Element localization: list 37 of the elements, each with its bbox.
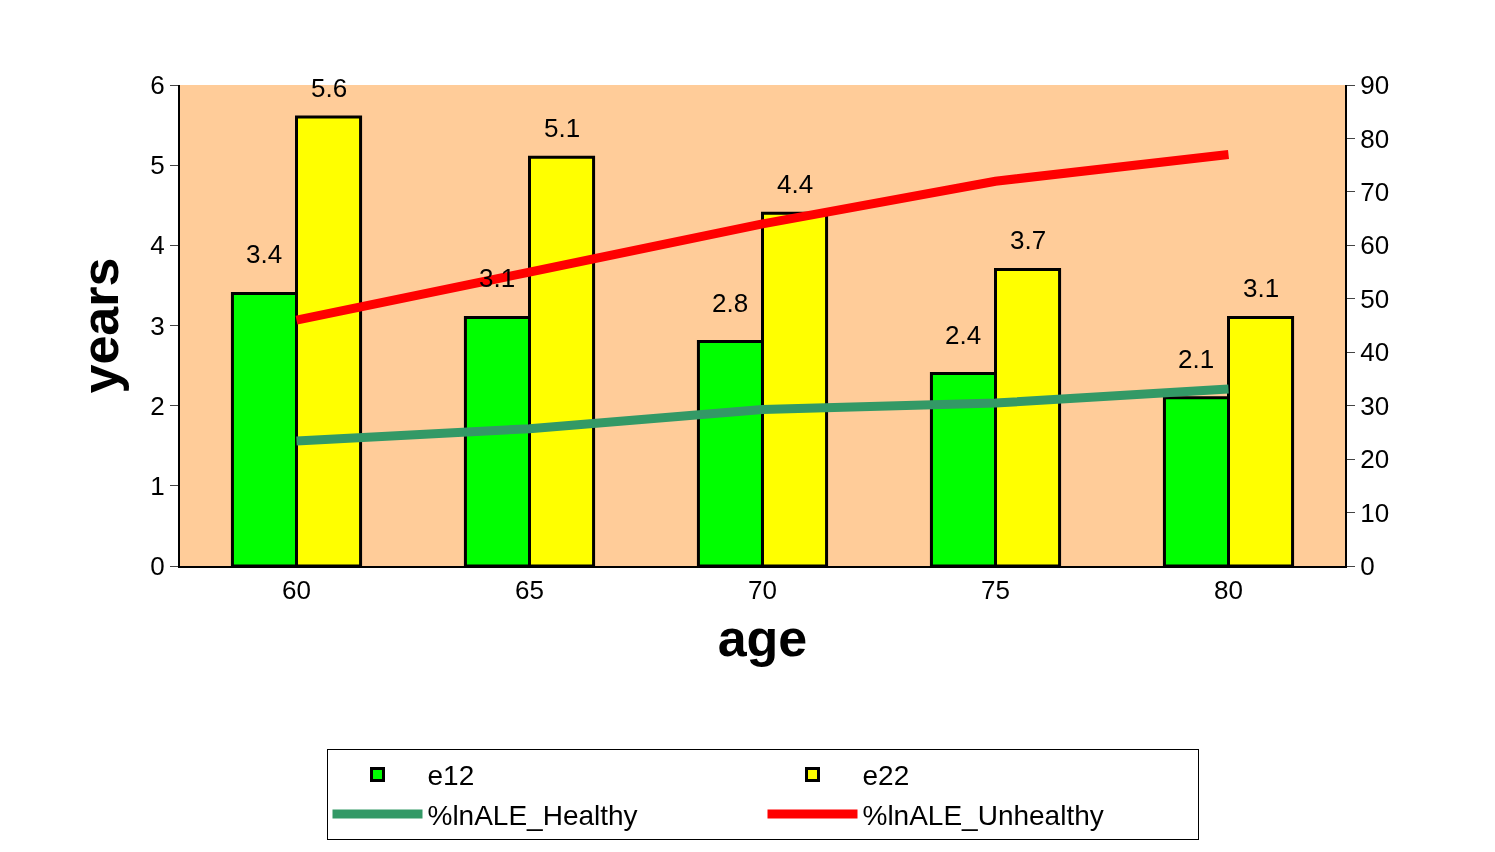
data-label: 5.6	[311, 73, 348, 103]
y-tick-label: 5	[150, 150, 165, 181]
y2-tick-label: 20	[1360, 444, 1390, 475]
legend-label: e12	[427, 760, 475, 792]
data-label: 2.8	[712, 288, 749, 318]
legend-label: %lnALE_Healthy	[427, 799, 638, 831]
y-tick-label: 1	[150, 470, 165, 501]
y2-tick-label: 80	[1360, 123, 1390, 154]
y2-tick-label: 50	[1360, 283, 1390, 314]
data-label: 3.1	[1243, 273, 1280, 303]
x-tick-label: 80	[1214, 575, 1243, 606]
y2-tick-label: 40	[1360, 337, 1390, 368]
data-label: 3.7	[1010, 225, 1047, 255]
x-axis-title: age	[717, 608, 808, 667]
data-label: 4.4	[777, 169, 814, 199]
y-tick-label: 3	[150, 310, 165, 341]
x-tick-label: 75	[981, 575, 1010, 606]
y-tick-label: 0	[150, 551, 165, 582]
legend-label: %lnALE_Unhealthy	[862, 799, 1104, 831]
y-axis-title: years	[71, 257, 130, 394]
x-tick-label: 65	[515, 575, 544, 606]
data-label: 2.4	[945, 320, 982, 350]
y2-tick-label: 70	[1360, 176, 1390, 207]
y-tick-label: 4	[150, 230, 165, 261]
y2-tick-label: 90	[1360, 70, 1390, 101]
y-tick-label: 6	[150, 70, 165, 101]
data-label: 5.1	[544, 113, 581, 143]
y2-tick-label: 30	[1360, 390, 1390, 421]
y2-tick-label: 10	[1360, 497, 1390, 528]
y-tick-label: 2	[150, 390, 165, 421]
x-tick-label: 70	[748, 575, 777, 606]
legend-label: e22	[862, 760, 910, 792]
y2-tick-label: 0	[1360, 551, 1375, 582]
data-label: 2.1	[1178, 344, 1215, 374]
x-tick-label: 60	[282, 575, 311, 606]
data-label: 3.4	[246, 239, 283, 269]
y2-tick-label: 60	[1360, 230, 1390, 261]
